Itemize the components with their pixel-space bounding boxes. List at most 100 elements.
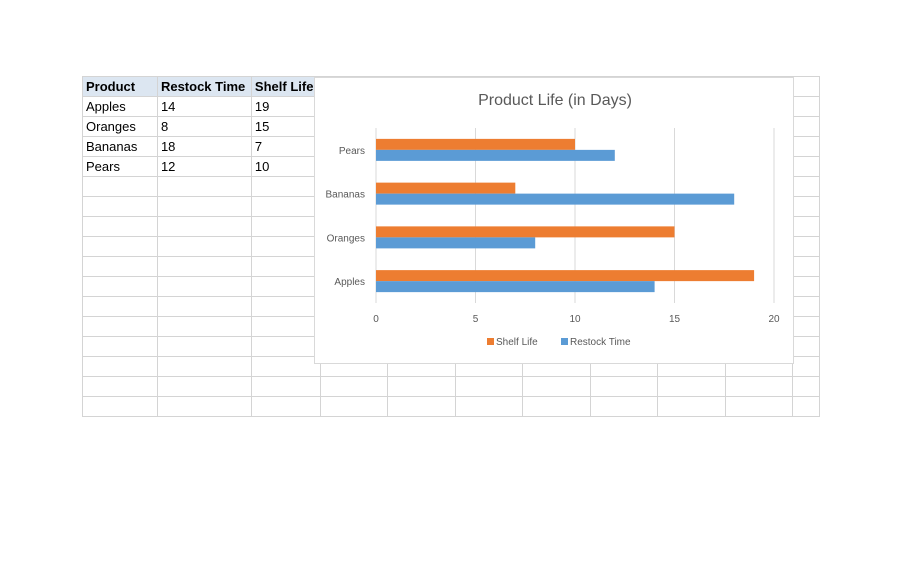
x-tick-label: 0 [373, 314, 379, 325]
empty-cell[interactable] [250, 336, 321, 357]
data-cell[interactable]: Bananas [82, 136, 158, 157]
empty-cell[interactable] [792, 316, 820, 337]
empty-cell[interactable] [156, 376, 252, 397]
empty-cell[interactable] [792, 336, 820, 357]
empty-cell[interactable] [792, 136, 820, 157]
empty-cell[interactable] [792, 236, 820, 257]
empty-cell[interactable] [156, 216, 252, 237]
empty-cell[interactable] [250, 396, 321, 417]
empty-cell[interactable] [250, 356, 321, 377]
empty-cell[interactable] [522, 396, 591, 417]
empty-cell[interactable] [82, 276, 158, 297]
empty-cell[interactable] [82, 396, 158, 417]
empty-cell[interactable] [724, 396, 794, 417]
empty-cell[interactable] [82, 356, 158, 377]
data-cell[interactable]: 19 [250, 96, 321, 117]
data-cell[interactable]: 10 [250, 156, 321, 177]
empty-cell[interactable] [792, 216, 820, 237]
empty-cell[interactable] [387, 396, 456, 417]
chart-area[interactable]: Product Life (in Days) 0 5 10 15 20 Apples Oran… [314, 77, 794, 364]
empty-cell[interactable] [792, 296, 820, 317]
empty-cell[interactable] [82, 296, 158, 317]
empty-cell[interactable] [156, 316, 252, 337]
bar-restock-time-apples [376, 281, 655, 293]
empty-cell[interactable] [387, 376, 456, 397]
empty-cell[interactable] [156, 336, 252, 357]
empty-cell[interactable] [792, 256, 820, 277]
empty-cell[interactable] [250, 216, 321, 237]
empty-cell[interactable] [792, 396, 820, 417]
empty-cell[interactable] [589, 376, 659, 397]
empty-cell[interactable] [82, 176, 158, 197]
empty-cell[interactable] [156, 176, 252, 197]
empty-cell[interactable] [522, 376, 591, 397]
empty-cell[interactable] [454, 376, 524, 397]
empty-cell[interactable] [792, 116, 820, 137]
legend-label: Restock Time [570, 337, 631, 348]
empty-cell[interactable] [250, 196, 321, 217]
bar-shelf-life-apples [376, 270, 755, 282]
bar-shelf-life-oranges [376, 226, 675, 238]
empty-cell[interactable] [250, 236, 321, 257]
bar-shelf-life-pears [376, 138, 575, 150]
empty-cell[interactable] [156, 236, 252, 257]
empty-cell[interactable] [82, 256, 158, 277]
x-tick-label: 5 [473, 314, 479, 325]
empty-cell[interactable] [250, 296, 321, 317]
empty-cell[interactable] [319, 396, 389, 417]
table-row [82, 396, 820, 417]
empty-cell[interactable] [792, 156, 820, 177]
data-cell[interactable]: 15 [250, 116, 321, 137]
empty-cell[interactable] [454, 396, 524, 417]
empty-cell[interactable] [156, 256, 252, 277]
empty-cell[interactable] [724, 376, 794, 397]
data-cell[interactable]: 8 [156, 116, 252, 137]
empty-cell[interactable] [156, 196, 252, 217]
empty-cell[interactable] [156, 396, 252, 417]
table-row [82, 376, 820, 397]
empty-cell[interactable] [792, 376, 820, 397]
empty-cell[interactable] [792, 76, 820, 97]
data-cell[interactable]: Apples [82, 96, 158, 117]
chart-title: Product Life (in Days) [478, 92, 632, 109]
empty-cell[interactable] [657, 376, 726, 397]
x-tick-label: 20 [768, 314, 780, 325]
empty-cell[interactable] [792, 356, 820, 377]
data-cell[interactable]: 14 [156, 96, 252, 117]
bar-restock-time-pears [376, 149, 615, 161]
empty-cell[interactable] [82, 376, 158, 397]
empty-cell[interactable] [319, 376, 389, 397]
empty-cell[interactable] [792, 96, 820, 117]
empty-cell[interactable] [792, 176, 820, 197]
empty-cell[interactable] [82, 236, 158, 257]
data-cell[interactable]: Pears [82, 156, 158, 177]
legend-label: Shelf Life [496, 337, 538, 348]
empty-cell[interactable] [82, 316, 158, 337]
empty-cell[interactable] [792, 276, 820, 297]
bar-shelf-life-bananas [376, 182, 516, 194]
empty-cell[interactable] [82, 336, 158, 357]
empty-cell[interactable] [82, 216, 158, 237]
data-cell[interactable]: 18 [156, 136, 252, 157]
column-header-cell[interactable]: Product [82, 76, 158, 97]
column-header-cell[interactable]: Shelf Life [250, 76, 321, 97]
empty-cell[interactable] [156, 296, 252, 317]
empty-cell[interactable] [589, 396, 659, 417]
bar-restock-time-bananas [376, 193, 735, 205]
empty-cell[interactable] [250, 376, 321, 397]
data-cell[interactable]: 12 [156, 156, 252, 177]
empty-cell[interactable] [156, 276, 252, 297]
category-label: Pears [339, 146, 365, 157]
empty-cell[interactable] [156, 356, 252, 377]
empty-cell[interactable] [250, 316, 321, 337]
category-label: Oranges [327, 233, 365, 244]
empty-cell[interactable] [250, 256, 321, 277]
column-header-cell[interactable]: Restock Time [156, 76, 252, 97]
empty-cell[interactable] [792, 196, 820, 217]
empty-cell[interactable] [82, 196, 158, 217]
empty-cell[interactable] [657, 396, 726, 417]
empty-cell[interactable] [250, 276, 321, 297]
empty-cell[interactable] [250, 176, 321, 197]
data-cell[interactable]: 7 [250, 136, 321, 157]
data-cell[interactable]: Oranges [82, 116, 158, 137]
